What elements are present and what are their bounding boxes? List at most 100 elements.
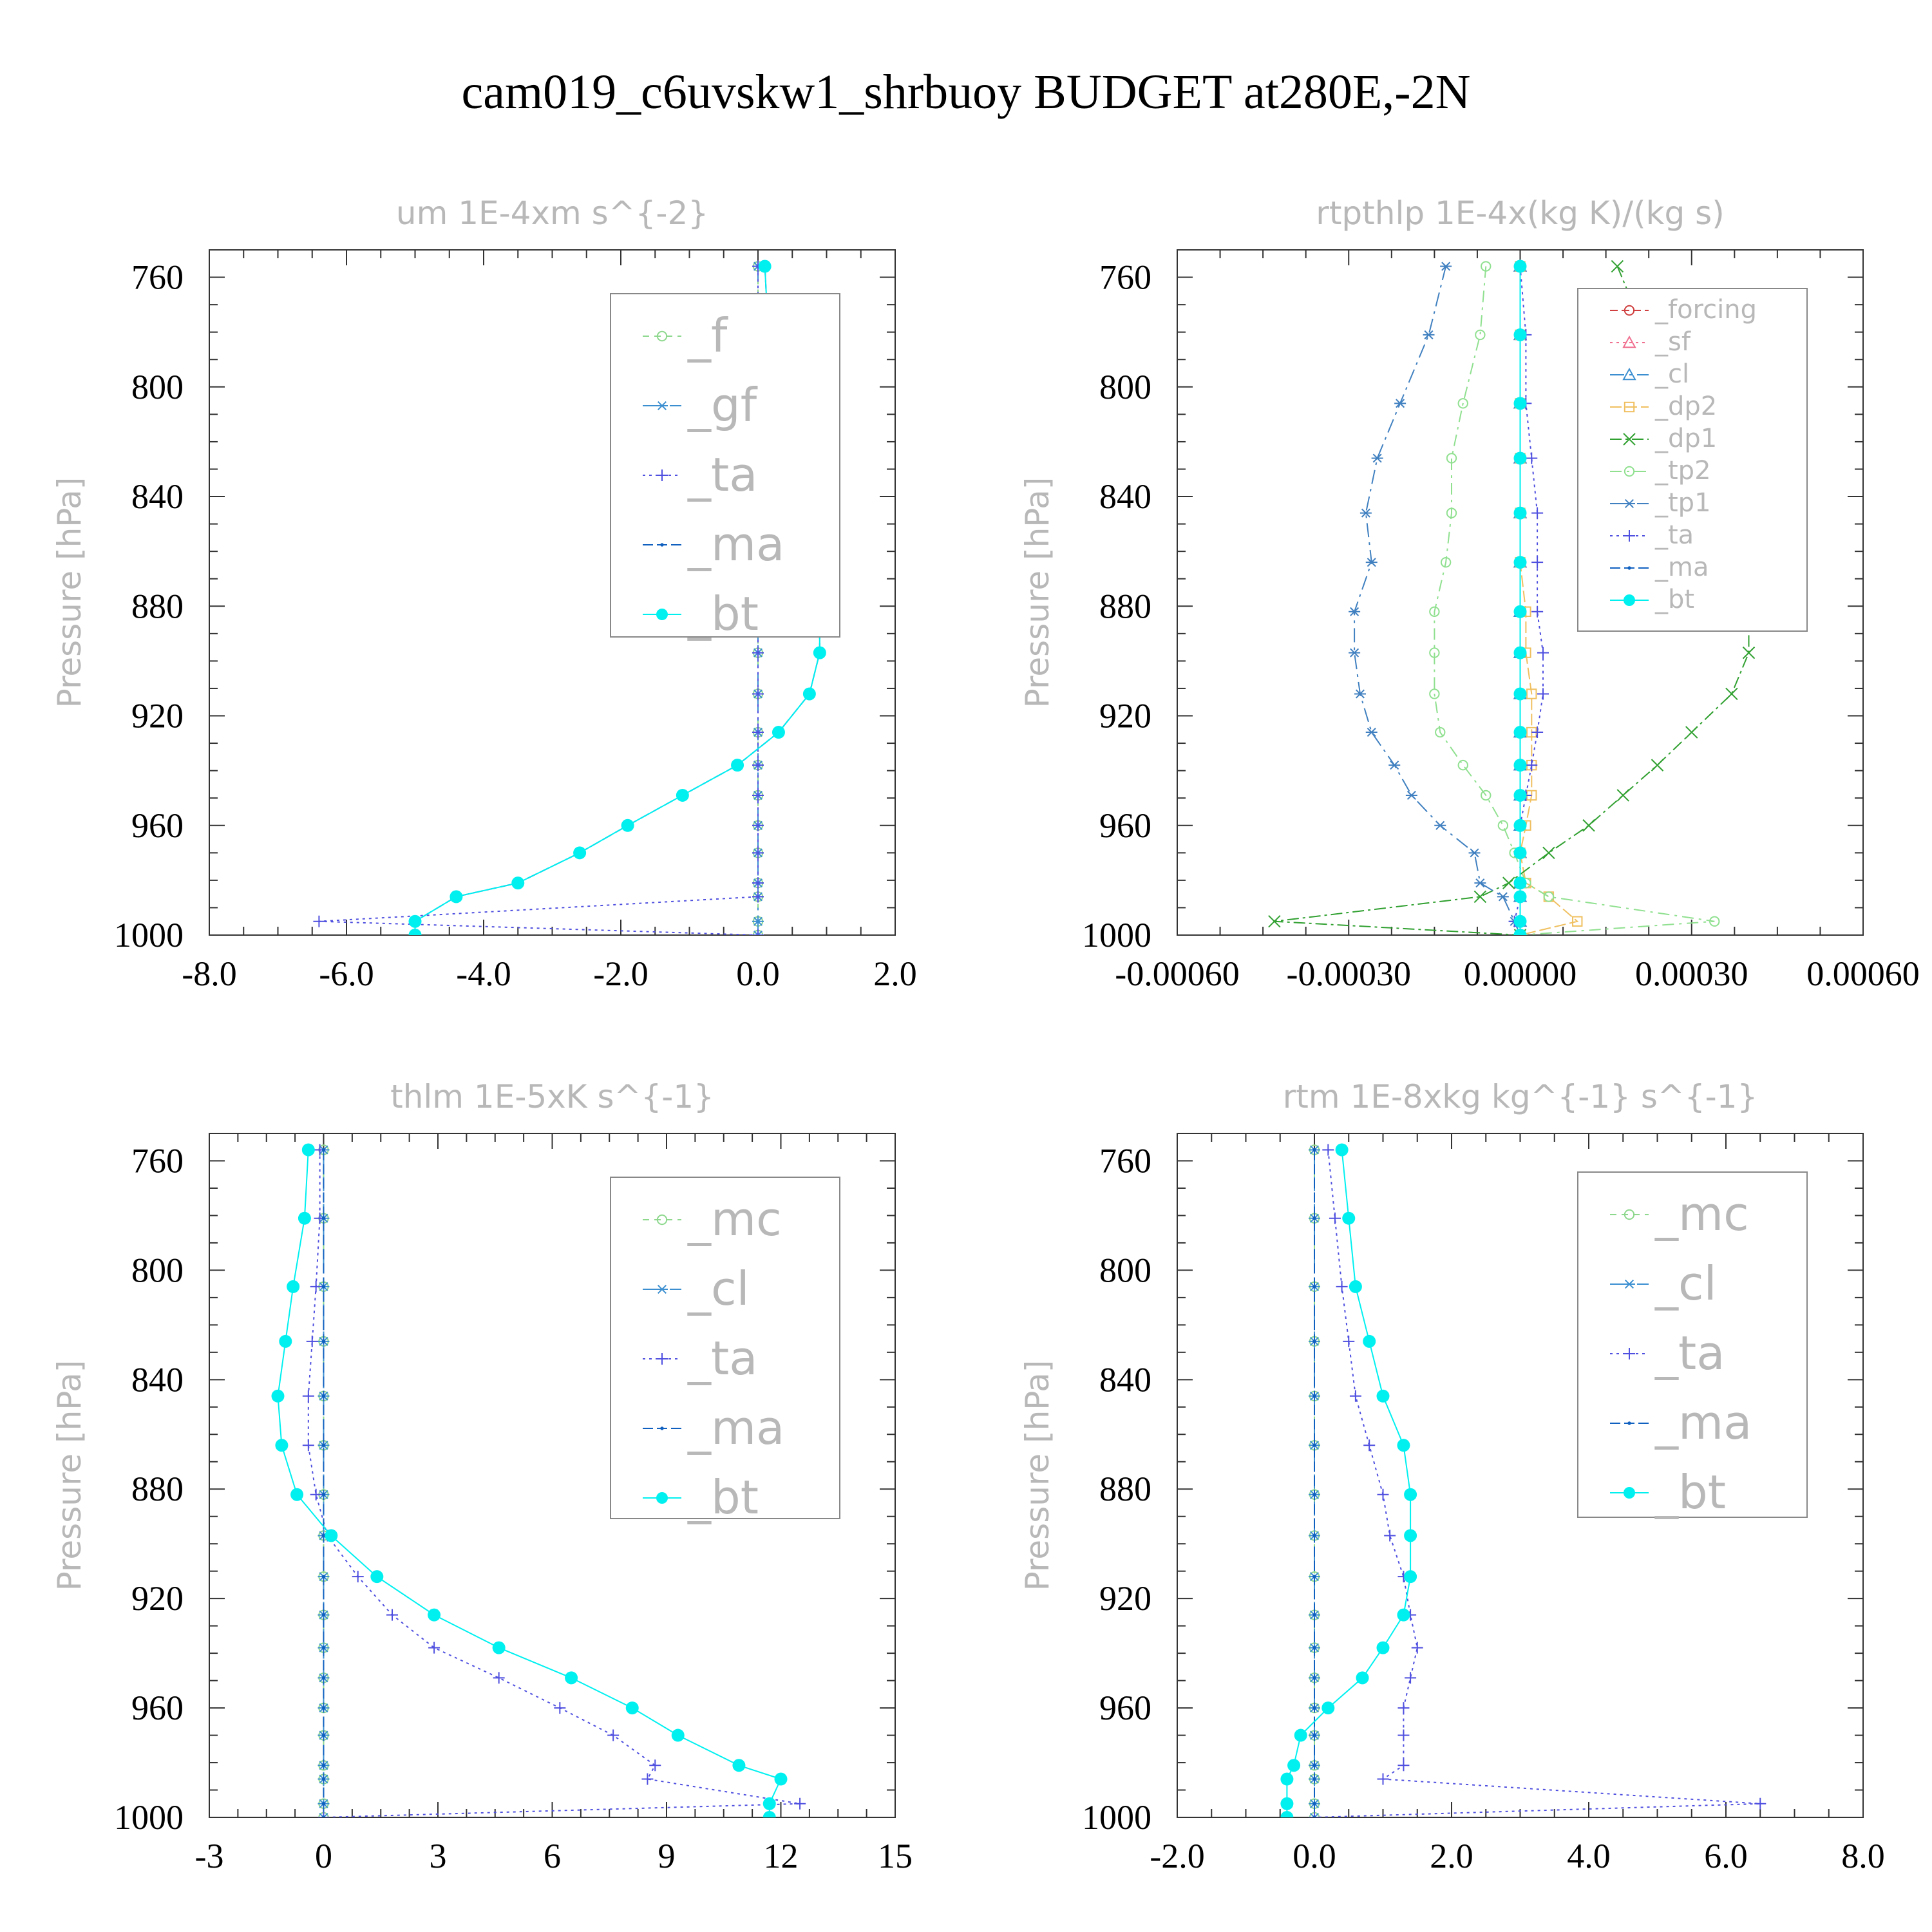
data-point [310, 1280, 322, 1293]
chart-title: um 1E-4xm s^{-2} [396, 194, 708, 232]
legend-marker [660, 1426, 664, 1430]
legend-marker [1624, 305, 1635, 316]
series-line [307, 1150, 800, 1817]
legend: _mc _cl _ta _ma _bt [610, 1177, 840, 1524]
legend-marker [656, 469, 668, 481]
x-tick-label: 0 [315, 1837, 332, 1875]
data-point [1312, 1802, 1316, 1806]
data-point [1481, 790, 1492, 801]
data-point [1322, 1144, 1334, 1156]
y-tick-label: 920 [131, 697, 184, 735]
legend-marker [1624, 1348, 1635, 1359]
legend-marker [1624, 498, 1635, 509]
legend-marker [656, 1284, 668, 1294]
data-point [310, 1488, 322, 1501]
data-point [1404, 1529, 1417, 1542]
data-point [1343, 1335, 1355, 1347]
data-point [313, 915, 325, 927]
x-tick-label: 0.00030 [1635, 954, 1748, 993]
y-tick-label: 840 [131, 477, 184, 516]
data-point [732, 1759, 746, 1772]
x-tick-label: 0.00000 [1464, 954, 1577, 993]
data-point [321, 1493, 326, 1497]
y-axis-label: Pressure [hPa] [51, 1360, 88, 1591]
y-tick-label: 840 [1099, 477, 1151, 516]
legend-marker [656, 609, 668, 620]
data-point [1537, 688, 1549, 700]
legend-marker [1624, 401, 1635, 413]
legend-label: _ta [687, 1331, 757, 1385]
legend-marker [656, 401, 668, 411]
data-point [1513, 506, 1527, 520]
legend-box [610, 293, 840, 638]
x-tick-label: 2.0 [1430, 1837, 1473, 1875]
data-point [1312, 1676, 1316, 1680]
data-point [1513, 876, 1527, 890]
legend-label: _tp2 [1654, 456, 1711, 486]
x-tick-label: 15 [878, 1837, 913, 1875]
data-point [321, 1802, 326, 1806]
data-point [1388, 761, 1401, 770]
data-point [676, 788, 689, 802]
legend-marker [1624, 530, 1635, 542]
legend-label: _ta [1654, 520, 1694, 550]
data-point [408, 914, 422, 928]
legend-marker [656, 1353, 668, 1365]
data-point [1397, 1759, 1410, 1772]
y-axis-label: Pressure [hPa] [51, 477, 88, 708]
data-point [317, 1812, 330, 1817]
data-point [1359, 508, 1372, 518]
data-point [621, 819, 634, 832]
x-tick-label: 0.0 [1293, 1837, 1336, 1875]
data-point [1397, 1729, 1410, 1741]
legend-label: _forcing [1654, 295, 1757, 325]
data-point [649, 1759, 661, 1772]
data-point [1440, 261, 1452, 271]
data-point [1312, 1706, 1316, 1710]
data-point [802, 687, 816, 701]
data-point [1336, 1280, 1348, 1293]
data-point [1481, 261, 1492, 272]
data-point [321, 1706, 326, 1710]
data-point [772, 726, 785, 739]
data-point [1312, 1575, 1316, 1578]
y-axis-label: Pressure [hPa] [1019, 1360, 1056, 1591]
data-point [1582, 819, 1595, 832]
x-tick-label: 3 [430, 1837, 447, 1875]
data-point [752, 930, 764, 935]
y-tick-label: 960 [131, 806, 184, 845]
data-point [1513, 788, 1527, 802]
data-point [1312, 1216, 1316, 1220]
y-axis-label: Pressure [hPa] [1019, 477, 1056, 708]
data-point [1513, 328, 1527, 341]
data-point [275, 1439, 289, 1452]
data-point [370, 1570, 384, 1584]
data-point [1513, 556, 1527, 569]
data-point [1349, 1280, 1362, 1293]
data-point [306, 1335, 318, 1347]
data-point [752, 647, 764, 659]
data-point [1513, 759, 1527, 772]
data-point [1513, 914, 1527, 928]
data-point [1294, 1728, 1307, 1742]
data-point [321, 1340, 326, 1343]
data-point [301, 1143, 315, 1157]
data-point [1309, 1812, 1320, 1817]
data-point [352, 1571, 364, 1583]
data-point [1397, 1439, 1410, 1452]
x-tick-label: 2.0 [873, 954, 917, 993]
data-point [1312, 1763, 1316, 1767]
legend-label: _cl [687, 1262, 750, 1316]
legend-marker [1624, 594, 1635, 606]
data-point [1457, 398, 1468, 409]
data-point [1429, 647, 1440, 658]
data-point [1572, 916, 1583, 927]
data-point [321, 1613, 326, 1617]
data-point [1405, 790, 1417, 800]
data-point [1474, 878, 1486, 888]
data-point [1404, 1570, 1417, 1584]
chart-panel-1: um 1E-4xm s^{-2} Pressure [hPa] -8.0 -6.0 -4… [51, 194, 917, 993]
data-point [1531, 507, 1544, 519]
data-point [1312, 1394, 1316, 1398]
